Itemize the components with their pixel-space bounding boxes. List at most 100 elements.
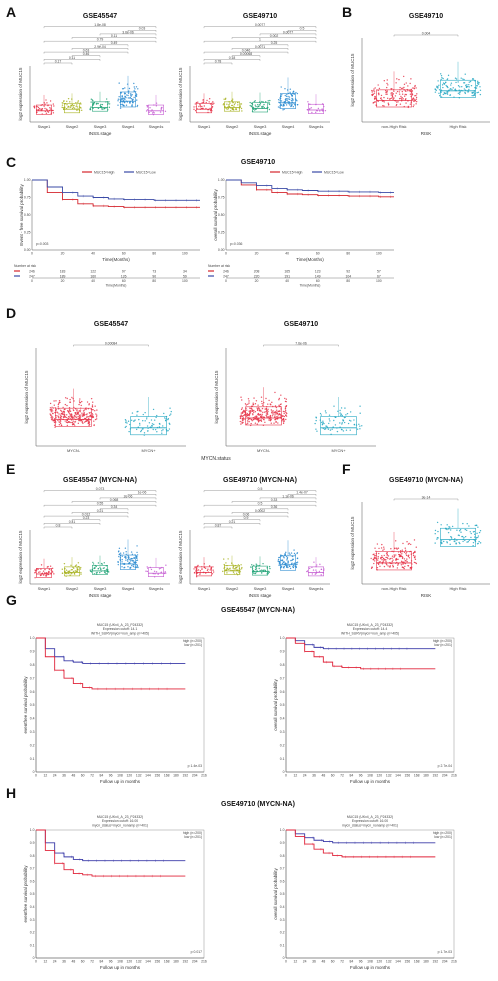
data-point bbox=[394, 547, 396, 550]
data-point bbox=[124, 419, 127, 421]
y-tick-label: 0.25 bbox=[218, 231, 225, 235]
data-point bbox=[237, 565, 239, 568]
data-point bbox=[228, 105, 230, 107]
data-point bbox=[237, 104, 239, 106]
data-point bbox=[361, 425, 363, 427]
data-point bbox=[353, 423, 356, 426]
data-point bbox=[373, 92, 376, 94]
comparison-bracket bbox=[71, 512, 129, 514]
data-point bbox=[65, 572, 67, 575]
plot-header-line: Expression cutoff: 14.4 bbox=[353, 627, 388, 631]
data-point bbox=[89, 412, 91, 414]
data-point bbox=[383, 105, 385, 107]
data-point bbox=[271, 412, 273, 414]
data-point bbox=[261, 413, 263, 416]
data-point bbox=[53, 573, 55, 575]
data-point bbox=[127, 94, 129, 97]
data-point bbox=[134, 88, 136, 90]
data-point bbox=[254, 572, 257, 574]
data-point bbox=[260, 420, 263, 422]
data-point bbox=[225, 562, 227, 564]
data-point bbox=[258, 567, 260, 570]
data-point bbox=[61, 102, 63, 104]
legend-low-label-2: MUC15=Low bbox=[324, 171, 344, 175]
risk-count: 246 bbox=[223, 269, 229, 273]
data-point bbox=[267, 408, 269, 410]
data-point bbox=[206, 569, 209, 572]
data-point bbox=[399, 103, 402, 105]
data-point bbox=[315, 573, 317, 575]
y-axis-label: log2 expression of MUC15 bbox=[178, 530, 183, 584]
data-point bbox=[136, 564, 139, 567]
data-point bbox=[405, 102, 407, 104]
data-point bbox=[81, 412, 83, 414]
data-point bbox=[371, 94, 373, 96]
data-point bbox=[358, 423, 360, 426]
data-point bbox=[164, 419, 167, 422]
data-point bbox=[75, 564, 78, 566]
comparison-bracket bbox=[43, 515, 129, 518]
data-point bbox=[474, 524, 477, 527]
y-tick-label: 0.3 bbox=[30, 730, 35, 734]
data-point bbox=[68, 412, 71, 414]
survival-plot-h1: 00.10.20.30.40.50.60.70.80.91.00 12 24 36 48… bbox=[23, 815, 207, 970]
data-point bbox=[386, 554, 388, 556]
data-point bbox=[466, 84, 468, 86]
data-point bbox=[251, 410, 254, 413]
x-tick-label: 144 bbox=[395, 960, 401, 964]
data-point bbox=[272, 413, 274, 415]
data-point bbox=[45, 108, 48, 110]
data-point bbox=[128, 561, 131, 564]
y-axis-label: overall survival probability bbox=[213, 188, 218, 240]
data-point bbox=[392, 96, 394, 98]
y-tick-label: 0.9 bbox=[30, 841, 35, 845]
category-tick-label: MYCN+ bbox=[141, 448, 156, 453]
data-point bbox=[168, 428, 171, 430]
y-tick-label: 0.6 bbox=[30, 690, 35, 694]
data-point bbox=[471, 94, 473, 97]
data-point bbox=[389, 98, 391, 100]
data-point bbox=[283, 412, 285, 415]
data-point bbox=[275, 421, 277, 424]
data-point bbox=[257, 412, 260, 415]
data-point bbox=[233, 105, 235, 107]
data-point bbox=[61, 104, 64, 106]
data-point bbox=[292, 90, 295, 93]
data-point bbox=[144, 411, 146, 414]
data-point bbox=[282, 561, 285, 564]
x-tick-label: 100 bbox=[376, 252, 382, 256]
data-point bbox=[465, 84, 467, 87]
data-point bbox=[306, 109, 309, 111]
category-tick-label: Stage4 bbox=[122, 586, 135, 591]
data-point bbox=[88, 421, 90, 423]
data-point bbox=[195, 101, 198, 104]
data-point bbox=[359, 428, 361, 430]
data-point bbox=[437, 87, 439, 89]
x-tick-label: 0 bbox=[35, 774, 37, 778]
data-point bbox=[442, 77, 444, 80]
data-point bbox=[476, 91, 478, 94]
data-point bbox=[247, 403, 249, 406]
data-point bbox=[288, 104, 291, 106]
data-point bbox=[80, 566, 82, 569]
data-point bbox=[51, 410, 54, 412]
data-point bbox=[136, 545, 138, 547]
data-point bbox=[383, 80, 386, 82]
data-point bbox=[249, 104, 251, 107]
data-point bbox=[277, 414, 279, 416]
data-point bbox=[69, 106, 72, 108]
data-point bbox=[234, 102, 237, 104]
data-point bbox=[346, 412, 349, 415]
data-point bbox=[38, 571, 40, 574]
y-tick-label: 0.00 bbox=[218, 248, 225, 252]
data-point bbox=[434, 532, 436, 535]
data-point bbox=[403, 86, 405, 89]
data-point bbox=[339, 422, 341, 424]
category-tick-label: Stage1 bbox=[38, 586, 51, 591]
data-point bbox=[49, 407, 52, 409]
data-point bbox=[162, 425, 164, 427]
data-point bbox=[128, 556, 130, 559]
data-point bbox=[396, 548, 398, 550]
survival-plot-g1: 00.10.20.30.40.50.60.70.80.91.00 12 24 36 48… bbox=[23, 623, 207, 784]
